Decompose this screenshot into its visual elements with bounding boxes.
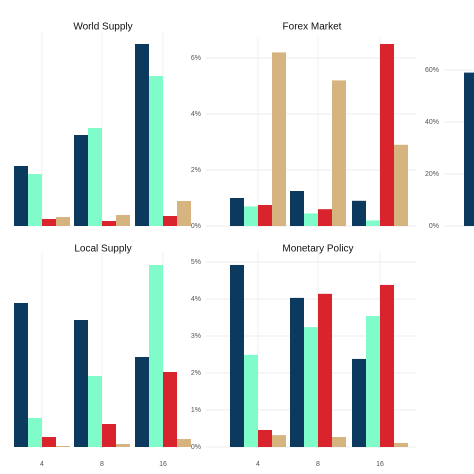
y-tick-label: 3% — [191, 333, 201, 340]
x-tick-label: 16 — [376, 461, 384, 468]
y-tick-label: 0% — [191, 444, 201, 451]
panel-title: World Supply — [73, 22, 132, 33]
x-tick-label: 8 — [100, 461, 104, 468]
panel: World Supply — [14, 22, 191, 226]
bar — [177, 439, 191, 447]
bar — [56, 446, 70, 447]
bar — [163, 372, 177, 447]
bar — [42, 219, 56, 226]
bar — [149, 76, 163, 226]
bar — [304, 213, 318, 226]
y-tick-label: 40% — [425, 119, 439, 126]
bar — [258, 429, 272, 447]
panel: Local Supply 4 8 16 — [14, 244, 191, 468]
y-tick-label: 1% — [191, 407, 201, 414]
panel: 0% 20% 40% 60% — [425, 67, 474, 230]
bar — [290, 191, 304, 226]
bar — [318, 209, 332, 226]
bar — [149, 265, 163, 447]
bar — [74, 135, 88, 226]
bar — [272, 52, 286, 227]
x-tick-label: 16 — [159, 461, 167, 468]
bar — [352, 200, 366, 226]
bar — [394, 442, 408, 447]
bar — [290, 297, 304, 447]
bar — [318, 293, 332, 447]
y-tick-label: 0% — [429, 223, 439, 230]
bar — [230, 198, 244, 226]
bar — [14, 166, 28, 226]
panel-title: Monetary Policy — [282, 244, 353, 255]
bar — [28, 418, 42, 447]
bar — [116, 215, 130, 226]
panel: Forex Market 0% 2% 4% 6% — [191, 22, 416, 230]
panel: Monetary Policy 0% 1% 2% 3% 4% 5% 4 8 16 — [191, 244, 416, 468]
bar — [244, 206, 258, 226]
bar — [272, 435, 286, 447]
bar — [332, 80, 346, 227]
bar — [163, 216, 177, 226]
y-tick-label: 2% — [191, 370, 201, 377]
bar — [135, 44, 149, 226]
x-tick-label: 4 — [256, 461, 260, 468]
bar — [332, 437, 346, 447]
y-tick-label: 4% — [191, 296, 201, 303]
bar — [394, 144, 408, 226]
bar — [380, 284, 394, 447]
y-tick-label: 4% — [191, 111, 201, 118]
bar — [366, 316, 380, 447]
bar — [258, 205, 272, 226]
bar — [14, 303, 28, 447]
y-tick-label: 0% — [191, 223, 201, 230]
bar — [28, 174, 42, 226]
panel-title: Forex Market — [283, 22, 342, 33]
bar — [74, 320, 88, 447]
bar — [135, 357, 149, 447]
bar — [42, 437, 56, 447]
y-tick-label: 2% — [191, 167, 201, 174]
bar — [352, 358, 366, 447]
x-tick-label: 8 — [316, 461, 320, 468]
bar — [464, 72, 474, 226]
bar — [102, 424, 116, 447]
bar — [230, 264, 244, 447]
bar — [304, 327, 318, 447]
y-tick-label: 60% — [425, 67, 439, 74]
y-tick-label: 5% — [191, 259, 201, 266]
bar — [177, 201, 191, 226]
y-tick-label: 6% — [191, 55, 201, 62]
bar — [88, 128, 102, 226]
bar — [116, 444, 130, 447]
bar — [244, 354, 258, 447]
bar — [102, 221, 116, 226]
bar — [88, 376, 102, 447]
panel-title: Local Supply — [74, 244, 131, 255]
x-tick-label: 4 — [40, 461, 44, 468]
bar — [380, 44, 394, 226]
bar — [56, 217, 70, 226]
y-tick-label: 20% — [425, 171, 439, 178]
bar — [366, 220, 380, 226]
